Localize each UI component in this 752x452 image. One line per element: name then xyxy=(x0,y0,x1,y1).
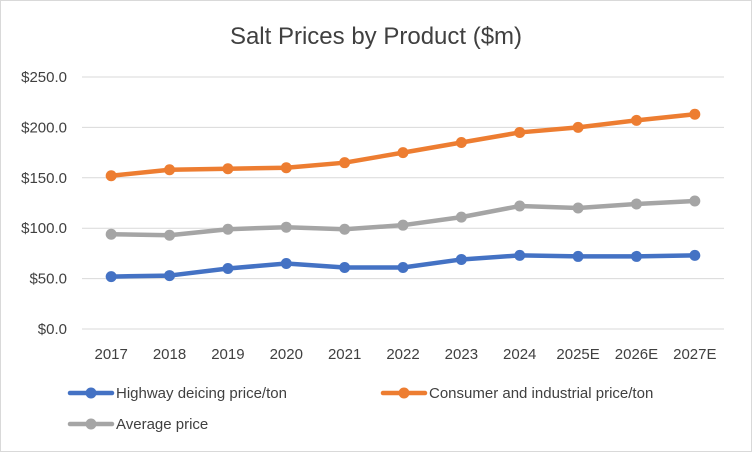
x-tick-label: 2020 xyxy=(270,346,303,363)
data-point xyxy=(455,211,467,223)
data-point xyxy=(572,121,584,133)
chart-title: Salt Prices by Product ($m) xyxy=(230,23,522,50)
data-point xyxy=(689,249,701,261)
legend-item: Consumer and industrial price/ton xyxy=(380,385,653,402)
gridlines xyxy=(82,76,724,330)
data-point xyxy=(572,250,584,262)
x-tick-label: 2022 xyxy=(386,346,419,363)
x-axis-ticks: 2017 2018 2019 2020 2021 2022 2023 2024 2025E 202… xyxy=(94,346,716,363)
x-tick-label: 2025E xyxy=(556,346,599,363)
y-axis-ticks: $0.0 $50.0 $100.0 $150.0 $200.0 $250.0 xyxy=(21,69,67,338)
y-tick-label: $150.0 xyxy=(21,170,67,187)
x-tick-label: 2023 xyxy=(445,346,478,363)
data-point xyxy=(572,202,584,214)
data-point xyxy=(222,263,234,275)
data-point xyxy=(339,262,351,274)
y-tick-label: $50.0 xyxy=(29,271,67,288)
x-tick-label: 2021 xyxy=(328,346,361,363)
x-tick-label: 2024 xyxy=(503,346,536,363)
legend-swatch-marker xyxy=(85,418,97,430)
data-point xyxy=(105,228,117,240)
data-point xyxy=(222,163,234,175)
y-tick-label: $100.0 xyxy=(21,220,67,237)
legend-swatch-marker xyxy=(85,387,97,399)
data-point xyxy=(630,250,642,262)
y-tick-label: $250.0 xyxy=(21,69,67,86)
data-point xyxy=(105,170,117,182)
series-lines xyxy=(105,108,701,283)
data-point xyxy=(397,262,409,274)
data-point xyxy=(630,198,642,210)
data-point xyxy=(164,164,176,176)
series-3 xyxy=(105,195,701,241)
y-tick-label: $0.0 xyxy=(38,321,67,338)
series-line xyxy=(108,112,698,179)
data-point xyxy=(280,221,292,233)
x-tick-label: 2018 xyxy=(153,346,186,363)
x-tick-label: 2027E xyxy=(673,346,716,363)
legend-item: Average price xyxy=(67,416,208,433)
series-2 xyxy=(105,108,701,182)
legend-label: Average price xyxy=(116,416,208,433)
data-point xyxy=(280,257,292,269)
legend-item: Highway deicing price/ton xyxy=(67,385,287,402)
x-tick-label: 2017 xyxy=(94,346,127,363)
legend-label: Consumer and industrial price/ton xyxy=(429,385,653,402)
legend: Highway deicing price/ton Consumer and in… xyxy=(67,385,653,433)
data-point xyxy=(455,137,467,149)
data-point xyxy=(514,200,526,212)
series-1 xyxy=(105,249,701,283)
data-point xyxy=(397,219,409,231)
data-point xyxy=(339,157,351,169)
legend-label: Highway deicing price/ton xyxy=(116,385,287,402)
data-point xyxy=(339,223,351,235)
data-point xyxy=(455,253,467,265)
data-point xyxy=(514,126,526,138)
data-point xyxy=(397,147,409,159)
data-point xyxy=(689,195,701,207)
legend-swatch-marker xyxy=(398,387,410,399)
data-point xyxy=(164,229,176,241)
data-point xyxy=(514,249,526,261)
data-point xyxy=(222,223,234,235)
data-point xyxy=(630,114,642,126)
x-tick-label: 2026E xyxy=(615,346,658,363)
data-point xyxy=(689,108,701,120)
y-tick-label: $200.0 xyxy=(21,119,67,136)
data-point xyxy=(105,271,117,283)
x-tick-label: 2019 xyxy=(211,346,244,363)
data-point xyxy=(164,270,176,282)
data-point xyxy=(280,162,292,174)
